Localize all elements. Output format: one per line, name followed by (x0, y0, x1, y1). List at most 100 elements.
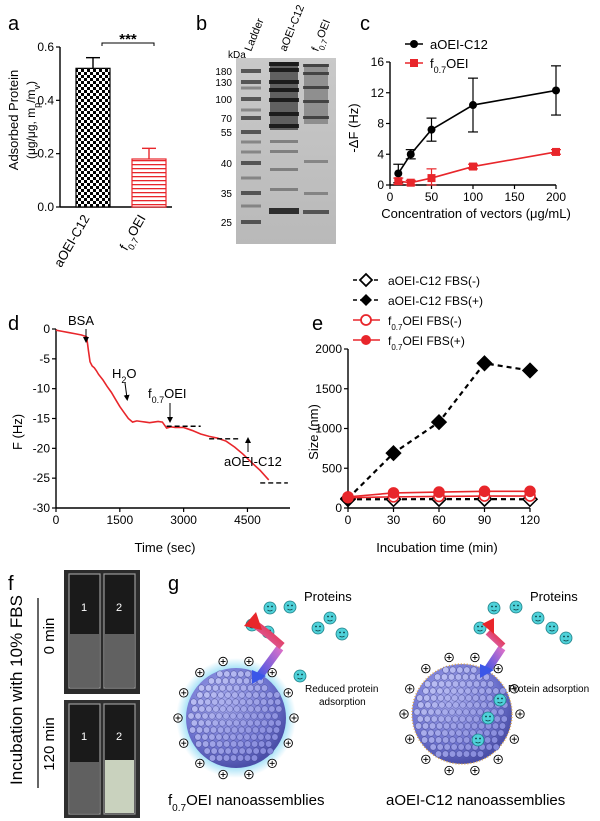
a-bar-1 (131, 158, 167, 208)
g-left-bead (250, 733, 258, 741)
g-left-bead (230, 740, 238, 748)
g-left-bead (239, 698, 247, 706)
e-legend-marker-4 (361, 335, 371, 345)
g-right-bead (476, 708, 484, 716)
g-left-bead (226, 684, 233, 692)
g-left-bead (208, 733, 216, 741)
g-protein-eye (567, 635, 569, 638)
g-right-bead (462, 708, 470, 716)
e-legend-3: f0.7OEI FBS(-) (388, 314, 462, 332)
g-right-bead (465, 694, 473, 702)
c-point-0 (552, 86, 560, 95)
g-left-bead (251, 740, 259, 748)
g-left-bead (189, 726, 196, 734)
g-left-bead (259, 726, 266, 734)
b-lane2-band-5 (269, 112, 299, 116)
g-left-bead (216, 740, 224, 748)
g-right-bead (490, 729, 498, 737)
g-left-bead (264, 733, 272, 741)
g-left-bead (198, 705, 206, 713)
g-left-bead (187, 712, 195, 720)
panel-f: f Incubation with 10% FBS 0 min 120 min … (7, 570, 140, 818)
c-point-1 (406, 178, 415, 187)
g-right-bead (424, 680, 431, 688)
e-legend-marker-3 (360, 314, 372, 326)
g-protein-mouth (475, 741, 481, 744)
g-left-bead (203, 726, 210, 734)
g-right-bead (470, 666, 478, 674)
b-bands (241, 62, 329, 224)
g-left-bead (223, 670, 231, 678)
g-left-bead (232, 698, 240, 706)
a-ytick-label: 0.6 (37, 40, 54, 54)
g-right-bead (441, 673, 448, 681)
g-right-bead (455, 729, 463, 737)
b-lane2-band-4 (269, 98, 299, 102)
g-right-bead (428, 736, 436, 744)
g-left-bead (190, 719, 198, 727)
g-right-bead (458, 694, 466, 702)
g-right-bead (471, 687, 479, 695)
c-legend-marker-f07 (410, 59, 418, 67)
g-protein-eye (549, 625, 551, 628)
c-point-0 (427, 125, 436, 134)
b-marker-25: 25 (221, 218, 233, 229)
b-lane-aoei: aOEI-C12 (278, 3, 307, 53)
b-marker-55: 55 (221, 128, 233, 139)
f-time-top: 0 min (41, 618, 58, 655)
g-right-bead (466, 680, 473, 688)
g-right-bead (416, 694, 424, 702)
panel-letter-b: b (196, 13, 207, 35)
g-left-bead (259, 747, 267, 755)
b-ladder-band-4 (241, 130, 261, 134)
g-left-bead (224, 747, 232, 755)
g-protein (293, 669, 307, 683)
g-left-bead (215, 677, 222, 685)
d-ytick-label: 0 (43, 322, 50, 336)
g-left-bead (245, 747, 253, 755)
g-protein-eye (513, 604, 515, 607)
g-left-bead (229, 677, 236, 685)
g-left-bead (274, 698, 282, 706)
d-annot-bsa: BSA (68, 313, 94, 328)
g-right-bead (486, 694, 494, 702)
g-left-bead (253, 698, 261, 706)
g-left-bead (275, 705, 283, 713)
g-right-bead (429, 743, 437, 751)
e-xlabel: Incubation time (min) (376, 540, 497, 555)
g-left-charges (173, 656, 299, 780)
g-protein-eye (271, 605, 273, 608)
g-left-bead (254, 684, 261, 692)
e-legend-marker-2 (360, 294, 372, 306)
panel-letter-d: d (8, 313, 19, 335)
c-ylabel: -ΔF (Hz) (346, 103, 361, 152)
g-left-bead (271, 733, 279, 741)
g-left-bead (218, 719, 226, 727)
e-xtick-label: 30 (387, 513, 401, 527)
panel-c: c -ΔF (Hz) Concentration of vectors (μg/… (346, 13, 571, 221)
g-protein-eye (501, 697, 503, 700)
g-left-bead (237, 754, 244, 762)
f-time-bottom: 120 min (41, 717, 58, 770)
g-left-bead (225, 698, 233, 706)
g-left-bead (209, 740, 217, 748)
g-left-bead (196, 691, 204, 699)
g-protein-mouth (513, 608, 519, 611)
g-protein-eye (535, 615, 537, 618)
g-right-bead (499, 687, 507, 695)
g-right-bead (417, 701, 425, 709)
a-xlabel-aoei: aOEI-C12 (51, 212, 93, 270)
g-right-bead (422, 687, 430, 695)
e-legend-4: f0.7OEI FBS(+) (388, 334, 465, 352)
c-xtick-label: 200 (546, 190, 566, 204)
g-left-bead (226, 705, 234, 713)
g-right-bead (438, 701, 446, 709)
c-ytick-label: 12 (371, 86, 385, 100)
panel-letter-e: e (312, 313, 323, 335)
g-left-bead (247, 684, 254, 692)
g-right-bead (492, 743, 500, 751)
g-left-bead (240, 684, 247, 692)
g-right-bead (459, 680, 466, 688)
panel-letter-c: c (360, 13, 370, 35)
g-left-bead (219, 705, 227, 713)
